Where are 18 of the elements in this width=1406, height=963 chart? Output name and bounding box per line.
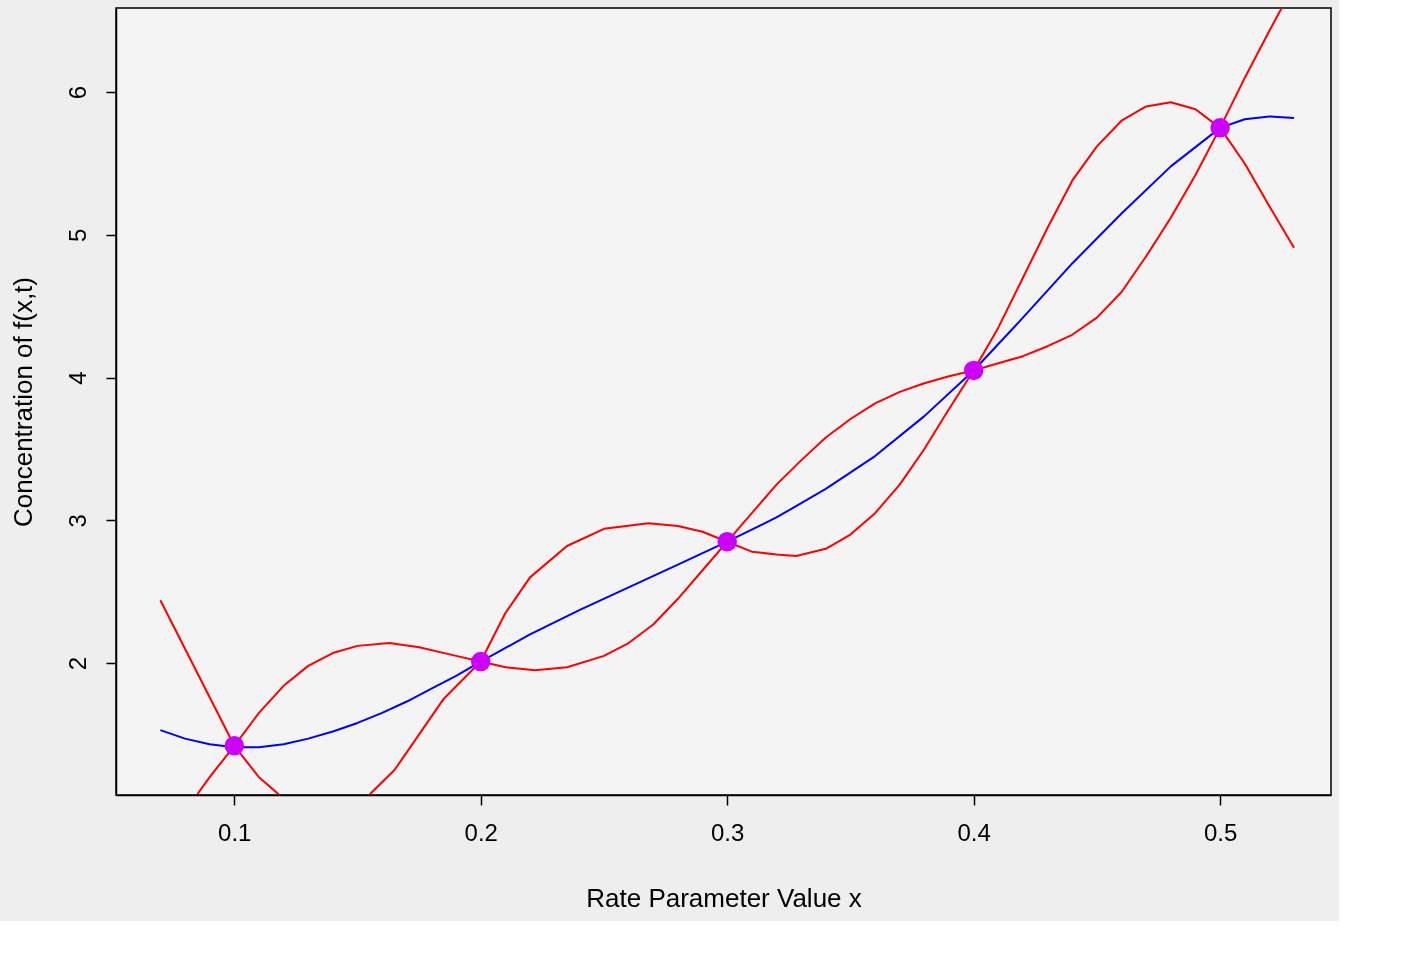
point [963,360,984,381]
y-tick-label: 5 [63,228,91,243]
x-axis-title: Rate Parameter Value x [586,882,862,913]
y-tick-label: 4 [63,371,91,385]
y-axis-title: Concentration of f(x,t) [7,277,38,527]
x-tick-label: 0.5 [1203,818,1238,846]
y-tick-label: 6 [63,86,91,100]
x-tick-label: 0.3 [711,818,745,846]
x-tick-label: 0.1 [218,818,252,846]
point [1210,118,1230,138]
x-tick-label: 0.4 [957,818,991,846]
y-tick-label: 2 [63,656,91,671]
y-tick-label: 3 [63,514,91,528]
point [224,736,245,756]
line-series [196,8,1283,795]
x-tick-label: 0.2 [464,818,498,846]
point [717,531,737,552]
point [471,651,491,672]
